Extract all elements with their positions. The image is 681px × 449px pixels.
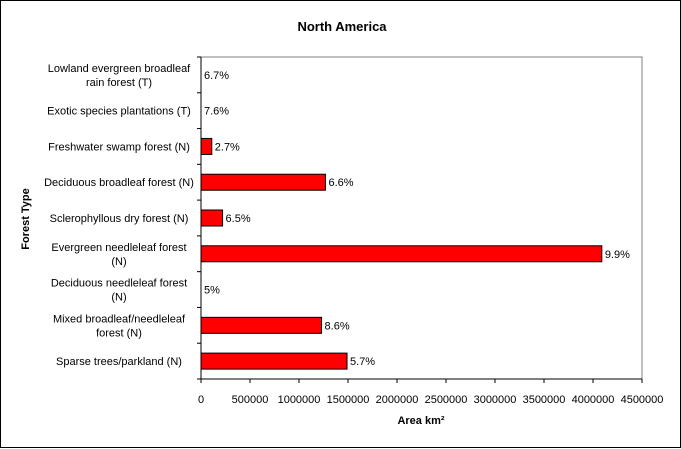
x-tick-label: 4000000 bbox=[572, 394, 615, 406]
category-label: Deciduous needleleaf forest (N) bbox=[51, 278, 187, 304]
x-tick-label: 3000000 bbox=[474, 394, 517, 406]
data-label: 5.7% bbox=[350, 356, 375, 368]
data-label: 9.9% bbox=[605, 249, 630, 261]
x-tick-label: 2000000 bbox=[376, 394, 419, 406]
data-label: 7.6% bbox=[204, 106, 229, 118]
bar bbox=[200, 245, 603, 263]
data-label: 6.7% bbox=[204, 70, 229, 82]
category-label: Freshwater swamp forest (N) bbox=[48, 141, 190, 153]
data-label: 6.5% bbox=[226, 213, 251, 225]
category-label: Evergreen needleleaf forest (N) bbox=[51, 242, 186, 268]
data-label: 5% bbox=[204, 285, 220, 297]
labels-layer: 6.7% Lowland evergreen broadleaf rain fore… bbox=[44, 63, 663, 406]
category-label: Sclerophyllous dry forest (N) bbox=[50, 213, 189, 225]
x-tick-label: 1500000 bbox=[327, 394, 370, 406]
data-label: 2.7% bbox=[215, 141, 240, 153]
y-axis-title: Forest Type bbox=[20, 188, 32, 250]
x-axis-title: Area km² bbox=[397, 415, 444, 427]
chart-title: North America bbox=[297, 19, 387, 34]
category-label: Mixed broadleaf/needleleaf forest (N) bbox=[53, 313, 186, 339]
x-tick-label: 1000000 bbox=[278, 394, 321, 406]
bar bbox=[200, 173, 326, 191]
x-tick-label: 3500000 bbox=[523, 394, 566, 406]
data-label: 6.6% bbox=[328, 177, 353, 189]
x-tick-label: 0 bbox=[198, 394, 204, 406]
category-label: Sparse trees/parkland (N) bbox=[56, 356, 182, 368]
category-label: Lowland evergreen broadleaf rain forest (… bbox=[48, 63, 191, 89]
category-label: Exotic species plantations (T) bbox=[47, 106, 191, 118]
x-tick-label: 4500000 bbox=[621, 394, 664, 406]
bar bbox=[200, 316, 323, 334]
ticks-layer bbox=[197, 56, 643, 383]
bar bbox=[200, 209, 224, 227]
bar bbox=[200, 352, 348, 370]
data-label: 8.6% bbox=[325, 320, 350, 332]
x-tick-label: 2500000 bbox=[425, 394, 468, 406]
x-tick-label: 500000 bbox=[232, 394, 269, 406]
bar bbox=[200, 137, 213, 155]
category-label: Deciduous broadleaf forest (N) bbox=[44, 177, 194, 189]
